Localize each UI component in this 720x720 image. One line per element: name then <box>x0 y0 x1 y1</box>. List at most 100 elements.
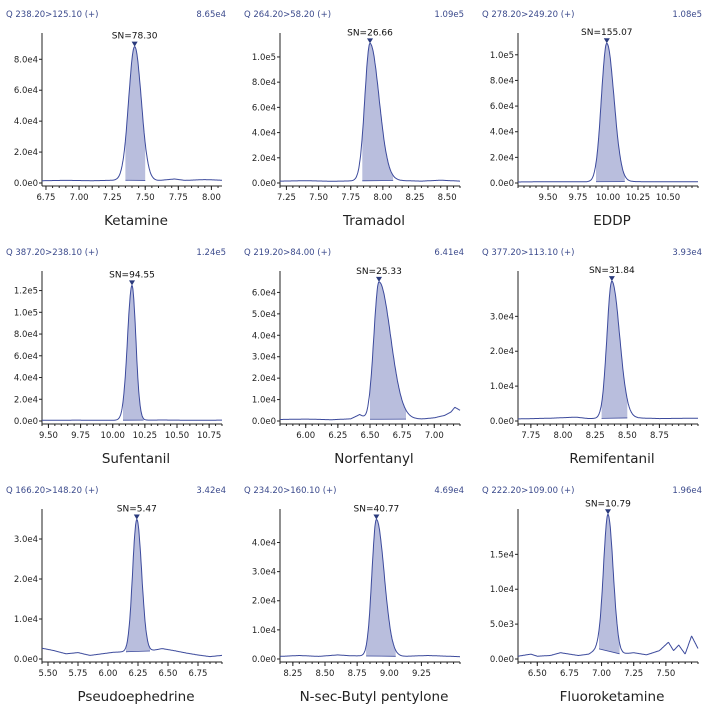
compound-name: Sufentanil <box>102 451 170 467</box>
peak-area <box>601 281 628 419</box>
chromatogram-panel: Q 222.20>109.00 (+) 1.96e4 0.0e0 5.0e3 1.0e4… <box>482 486 702 705</box>
chromatogram-panel: Q 278.20>249.20 (+) 1.08e5 0.0e0 2.0e4 4.0e4… <box>482 10 702 229</box>
x-tick-label: 8.25 <box>586 431 605 441</box>
peak-apex-marker <box>376 276 382 282</box>
max-intensity-label: 1.24e5 <box>196 248 226 258</box>
x-tick-label: 10.00 <box>596 193 620 203</box>
chromatogram-panel: Q 387.20>238.10 (+) 1.24e5 0.0e0 2.0e4 4.0e4… <box>6 248 226 467</box>
peak-area <box>126 519 150 652</box>
x-tick-label: 6.50 <box>361 431 380 441</box>
y-tick-label: 1.2e5 <box>14 287 38 297</box>
y-tick-label: 4.0e4 <box>14 117 38 127</box>
x-tick-label: 10.25 <box>133 431 157 441</box>
y-tick-label: 0.0e0 <box>252 655 276 665</box>
peak-apex-marker <box>133 514 140 520</box>
peak-area <box>362 43 394 181</box>
chromatogram-panel: Q 377.20>113.10 (+) 3.93e4 0.0e0 1.0e4 2.0e4… <box>482 248 702 467</box>
max-intensity-label: 1.96e4 <box>672 486 702 496</box>
x-tick-label: 6.75 <box>560 669 579 679</box>
compound-name: Ketamine <box>104 213 168 229</box>
transition-label: Q 264.20>58.20 (+) <box>244 10 331 20</box>
x-tick-label: 9.50 <box>539 193 558 203</box>
y-tick-label: 1.5e4 <box>490 550 514 560</box>
y-tick-label: 2.0e4 <box>14 148 38 158</box>
peak-apex-marker <box>129 280 135 286</box>
x-tick-label: 6.75 <box>189 669 208 679</box>
y-tick-label: 3.0e4 <box>14 535 38 545</box>
y-tick-label: 8.0e4 <box>252 78 276 88</box>
y-tick-label: 4.0e4 <box>490 128 514 138</box>
x-tick-label: 8.25 <box>406 193 425 203</box>
signal-to-noise-label: SN=78.30 <box>112 32 158 42</box>
x-tick-label: 7.50 <box>136 193 155 203</box>
chromatogram-panel: Q 219.20>84.00 (+) 6.41e4 0.0e0 1.0e4 2.0e4 3… <box>244 248 464 467</box>
x-tick-label: 5.50 <box>39 669 58 679</box>
transition-label: Q 219.20>84.00 (+) <box>244 248 331 258</box>
signal-to-noise-label: SN=26.66 <box>347 28 393 38</box>
peak-apex-marker <box>367 38 373 44</box>
max-intensity-label: 4.69e4 <box>434 486 464 496</box>
x-tick-label: 7.00 <box>70 193 89 203</box>
x-tick-label: 7.75 <box>521 431 540 441</box>
y-tick-label: 1.0e4 <box>252 626 276 636</box>
chromatogram-trace <box>42 46 222 182</box>
x-tick-label: 10.00 <box>101 431 125 441</box>
x-tick-label: 7.50 <box>656 669 675 679</box>
transition-label: Q 234.20>160.10 (+) <box>244 486 336 496</box>
y-tick-label: 3.0e4 <box>252 353 276 363</box>
chromatogram-trace <box>280 519 460 658</box>
x-tick-label: 9.25 <box>412 669 431 679</box>
integration-baseline <box>125 650 151 653</box>
transition-label: Q 166.20>148.20 (+) <box>6 486 98 496</box>
y-tick-label: 8.0e4 <box>14 330 38 340</box>
max-intensity-label: 3.42e4 <box>196 486 226 496</box>
x-tick-label: 6.25 <box>328 431 347 441</box>
signal-to-noise-label: SN=40.77 <box>354 504 400 514</box>
x-tick-label: 6.50 <box>159 669 178 679</box>
y-tick-label: 0.0e0 <box>14 179 38 189</box>
chromatogram-panel: Q 234.20>160.10 (+) 4.69e4 0.0e0 1.0e4 2.0e4… <box>244 486 464 705</box>
transition-label: Q 238.20>125.10 (+) <box>6 10 98 20</box>
compound-name: Norfentanyl <box>334 451 413 467</box>
compound-name: EDDP <box>593 213 630 229</box>
peak-area <box>599 514 620 654</box>
compound-name: Fluoroketamine <box>560 689 665 705</box>
chromatogram-trace <box>279 281 461 421</box>
y-tick-label: 0.0e0 <box>490 417 514 427</box>
compound-name: Remifentanil <box>569 451 654 467</box>
y-tick-label: 1.0e4 <box>14 615 38 625</box>
x-tick-label: 8.50 <box>618 431 637 441</box>
y-tick-label: 2.0e4 <box>14 395 38 405</box>
signal-to-noise-label: SN=10.79 <box>585 499 631 509</box>
peak-apex-marker <box>603 38 610 44</box>
chromatogram-trace <box>41 519 222 658</box>
x-tick-label: 10.25 <box>626 193 650 203</box>
y-tick-label: 0.0e0 <box>252 417 276 427</box>
x-tick-label: 9.75 <box>569 193 588 203</box>
x-tick-label: 8.00 <box>373 193 392 203</box>
y-tick-label: 6.0e4 <box>252 288 276 298</box>
chromatogram-trace <box>517 513 699 657</box>
signal-to-noise-label: SN=155.07 <box>581 28 632 38</box>
y-tick-label: 1.0e5 <box>14 308 38 318</box>
x-tick-label: 6.75 <box>37 193 56 203</box>
max-intensity-label: 1.09e5 <box>434 10 464 20</box>
x-tick-label: 7.25 <box>624 669 643 679</box>
max-intensity-label: 3.93e4 <box>672 248 702 258</box>
chromatogram-trace <box>518 42 698 183</box>
x-tick-label: 10.50 <box>165 431 189 441</box>
y-tick-label: 4.0e4 <box>252 129 276 139</box>
x-tick-label: 10.75 <box>197 431 221 441</box>
y-tick-label: 0.0e0 <box>490 655 514 665</box>
x-tick-label: 7.00 <box>592 669 611 679</box>
transition-label: Q 278.20>249.20 (+) <box>482 10 574 20</box>
x-tick-label: 5.75 <box>69 669 88 679</box>
max-intensity-label: 6.41e4 <box>434 248 464 258</box>
x-tick-label: 6.00 <box>296 431 315 441</box>
y-tick-label: 5.0e3 <box>490 620 514 630</box>
chromatogram-panel: Q 264.20>58.20 (+) 1.09e5 0.0e0 2.0e4 4.0e4 6… <box>244 10 464 229</box>
signal-to-noise-label: SN=31.84 <box>589 266 635 276</box>
y-tick-label: 4.0e4 <box>252 538 276 548</box>
